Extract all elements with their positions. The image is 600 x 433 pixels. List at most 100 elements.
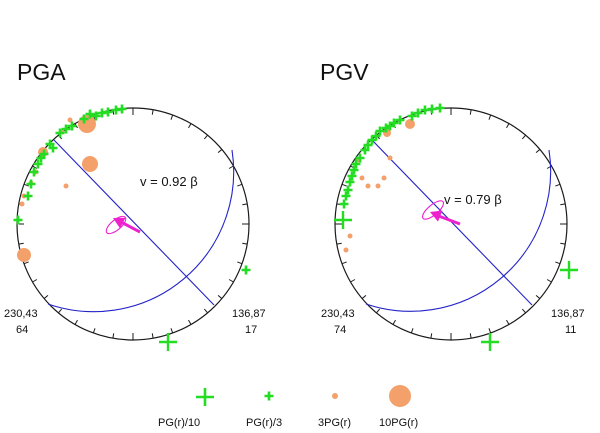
azimuth-tick [188, 319, 192, 325]
small-plus-marker [339, 199, 349, 209]
azimuth-tick [350, 279, 356, 283]
small-plus-marker [381, 123, 391, 133]
pgv-right-value-label: 11 [565, 324, 576, 336]
small-plus-marker [33, 159, 43, 169]
azimuth-tick [170, 114, 174, 120]
azimuth-tick [506, 319, 510, 325]
small-plus-marker [26, 179, 36, 189]
pga-left-value-label: 64 [16, 324, 28, 336]
small-plus-marker [343, 185, 353, 195]
pgv-left-value-label: 74 [334, 324, 346, 336]
large-plus-marker [334, 211, 352, 229]
pga-right-value-label: 17 [245, 324, 257, 336]
azimuth-tick [18, 242, 24, 245]
azimuth-tick [92, 328, 96, 334]
azimuth-tick [546, 279, 552, 283]
azimuth-tick [535, 294, 541, 299]
small-circle-marker [19, 201, 25, 207]
small-plus-marker [349, 165, 359, 175]
legend-label-pg-r-3: PG(r)/3 [246, 417, 282, 429]
azimuth-tick [560, 203, 566, 206]
strike-line [53, 139, 215, 306]
large-plus-marker [560, 261, 578, 279]
small-plus-marker [413, 108, 423, 118]
legend-small-circle-icon [332, 393, 338, 399]
large-circle-marker [82, 156, 98, 172]
azimuth-tick [151, 109, 154, 115]
azimuth-tick [535, 149, 541, 154]
small-circle-marker [381, 175, 387, 181]
small-plus-marker [79, 114, 89, 124]
small-circle-marker [63, 183, 69, 189]
azimuth-tick [32, 165, 38, 169]
azimuth-tick [217, 149, 223, 154]
small-plus-marker [435, 103, 445, 113]
azimuth-tick [203, 134, 208, 140]
small-plus-marker [389, 118, 399, 128]
azimuth-tick [410, 328, 414, 334]
azimuth-tick [521, 134, 526, 140]
small-plus-marker [375, 126, 385, 136]
azimuth-tick [341, 261, 347, 265]
azimuth-tick [555, 183, 561, 187]
azimuth-tick [43, 294, 49, 299]
azimuth-tick [430, 333, 433, 339]
small-plus-marker [341, 191, 351, 201]
legend-label-10pg-r: 10PG(r) [379, 417, 418, 429]
velocity-arrow-head [113, 217, 126, 229]
small-plus-marker [36, 153, 46, 163]
azimuth-tick [188, 123, 192, 129]
small-plus-marker [241, 265, 251, 275]
small-plus-marker [91, 111, 101, 121]
azimuth-tick [488, 114, 492, 120]
small-plus-marker [111, 105, 121, 115]
azimuth-tick [58, 308, 63, 314]
azimuth-tick [151, 333, 154, 339]
small-circle-marker [359, 175, 365, 181]
azimuth-tick [242, 242, 248, 245]
small-plus-marker [407, 111, 417, 121]
great-circle-arc [365, 149, 552, 312]
azimuth-tick [488, 328, 492, 334]
pga-velocity-label: v = 0.92 β [140, 174, 198, 189]
azimuth-tick [521, 308, 526, 314]
azimuth-tick [341, 183, 347, 187]
azimuth-tick [203, 308, 208, 314]
azimuth-tick [361, 294, 367, 299]
pgv-right-azimuth-label: 136,87 [551, 308, 585, 320]
large-plus-marker [481, 333, 499, 351]
pgv-stereonet [334, 103, 578, 351]
small-circle-marker [347, 233, 353, 239]
azimuth-tick [23, 261, 29, 265]
azimuth-tick [376, 308, 381, 314]
azimuth-tick [506, 123, 510, 129]
small-plus-marker [351, 159, 361, 169]
azimuth-tick [469, 109, 472, 115]
small-plus-marker [48, 143, 58, 153]
small-plus-marker [97, 108, 107, 118]
azimuth-tick [336, 242, 342, 245]
pgv-panel: PGV v = 0.79 β 230,43 74 136,87 11 [320, 59, 585, 351]
velocity-arrow-head [430, 210, 443, 222]
azimuth-tick [469, 333, 472, 339]
pga-stereonet [13, 104, 251, 351]
azimuth-tick [32, 279, 38, 283]
legend-large-plus-icon [196, 388, 214, 406]
pgv-title: PGV [320, 59, 369, 85]
azimuth-tick [237, 261, 243, 265]
pga-title: PGA [17, 59, 66, 85]
azimuth-tick [392, 319, 396, 325]
large-circle-marker [405, 119, 415, 129]
small-circle-marker [343, 247, 349, 253]
small-plus-marker [23, 191, 33, 201]
small-plus-marker [347, 171, 357, 181]
small-circle-marker [67, 117, 73, 123]
azimuth-tick [112, 333, 115, 339]
small-plus-marker [345, 177, 355, 187]
pga-left-azimuth-label: 230,43 [4, 308, 38, 320]
large-plus-marker [159, 333, 177, 351]
legend-large-circle-icon [389, 385, 411, 407]
azimuth-tick [242, 203, 248, 206]
pga-right-azimuth-label: 136,87 [232, 308, 266, 320]
